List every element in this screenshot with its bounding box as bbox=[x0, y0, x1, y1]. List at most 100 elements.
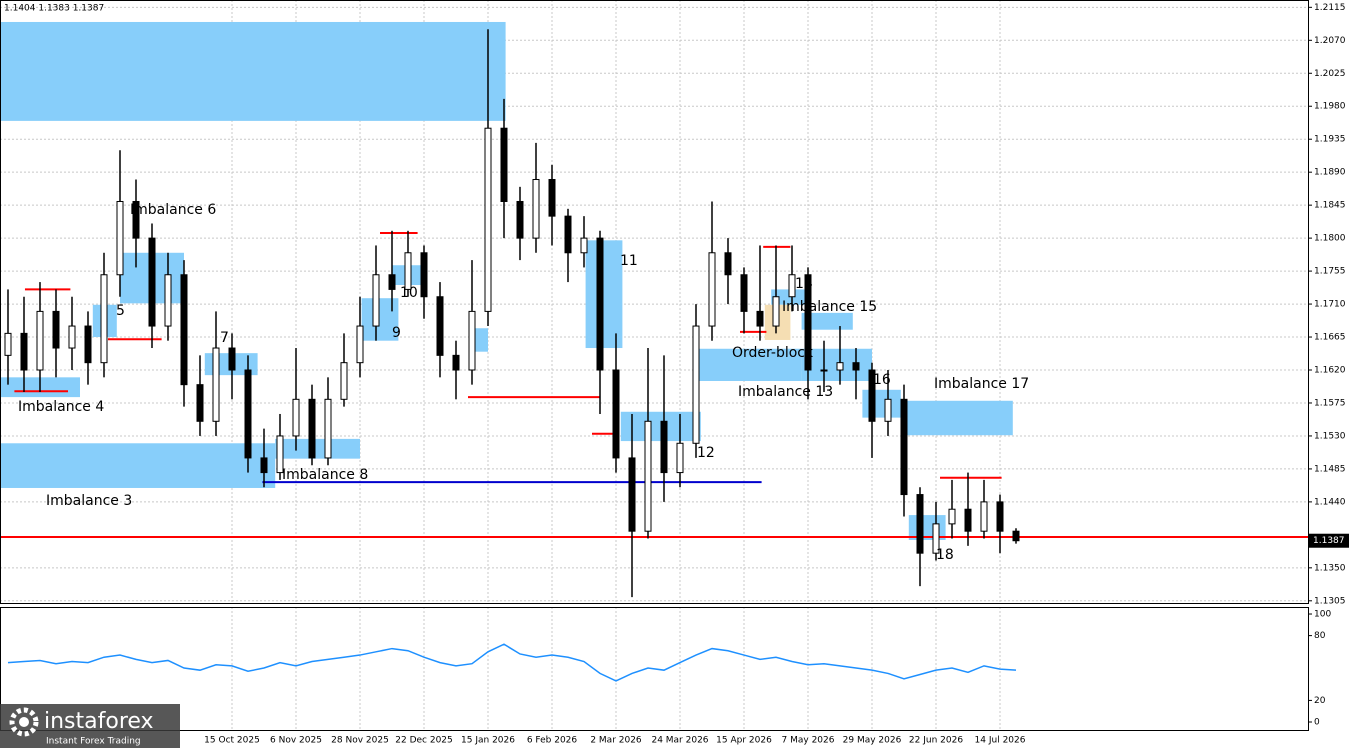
candle-body bbox=[884, 398, 892, 422]
indicator-line bbox=[7, 643, 1017, 682]
y-tick-label: 1.1575 bbox=[1314, 398, 1346, 408]
candle-body bbox=[852, 362, 860, 371]
y-tick-label: 1.1485 bbox=[1314, 464, 1346, 474]
candle-body bbox=[900, 398, 908, 496]
zone bbox=[585, 240, 623, 349]
y-tick-label: 1.1350 bbox=[1314, 563, 1346, 573]
candle-body bbox=[420, 252, 428, 298]
candle-body bbox=[932, 523, 940, 554]
candle-body bbox=[4, 332, 12, 356]
candle-body bbox=[532, 179, 540, 239]
y-tick-label: 1.1890 bbox=[1314, 168, 1346, 178]
x-tick-label: 24 Mar 2026 bbox=[651, 736, 708, 746]
candle-body bbox=[548, 179, 556, 217]
candle-body bbox=[1012, 530, 1020, 542]
candle-body bbox=[692, 325, 700, 444]
y-tick-label: 1.2070 bbox=[1314, 36, 1346, 46]
price-tag: 1.1387 bbox=[1313, 536, 1345, 546]
candle-body bbox=[724, 252, 732, 276]
candle-body bbox=[612, 369, 620, 459]
zone bbox=[771, 289, 805, 305]
y-tick-label: 1.2115 bbox=[1314, 3, 1346, 13]
candle-body bbox=[436, 296, 444, 356]
candle-body bbox=[708, 252, 716, 327]
zone-label: 5 bbox=[116, 303, 125, 319]
ohlc-header: 1.1404 1.1383 1.1387 bbox=[4, 4, 104, 14]
candle-body bbox=[276, 435, 284, 474]
candle-body bbox=[564, 215, 572, 254]
candle-body bbox=[148, 237, 156, 327]
x-tick-label: 15 Apr 2026 bbox=[716, 736, 772, 746]
zone-label: Imbalance 8 bbox=[282, 467, 368, 483]
candle-body bbox=[20, 332, 28, 371]
candle-body bbox=[820, 369, 828, 372]
watermark-tagline: Instant Forex Trading bbox=[46, 737, 141, 747]
y-tick-label: 1.2025 bbox=[1314, 69, 1346, 79]
watermark-bg bbox=[0, 704, 180, 748]
candle-body bbox=[980, 501, 988, 532]
candle-body bbox=[404, 252, 412, 290]
candle-body bbox=[84, 325, 92, 364]
zone bbox=[0, 443, 276, 488]
zone bbox=[900, 400, 1013, 436]
x-tick-label: 14 Jul 2026 bbox=[975, 736, 1026, 746]
candle-body bbox=[36, 310, 44, 371]
x-tick-label: 29 May 2026 bbox=[843, 736, 902, 746]
zone bbox=[696, 348, 802, 381]
candle-body bbox=[452, 354, 460, 371]
y-tick-label: 1.1710 bbox=[1314, 300, 1346, 310]
x-tick-label: 2 Mar 2026 bbox=[590, 736, 642, 746]
zone-label: 11 bbox=[620, 253, 638, 269]
zone-label: 9 bbox=[392, 325, 401, 341]
zone-label: Imbalance 13 bbox=[738, 384, 833, 400]
indicator-tick-label: 80 bbox=[1314, 631, 1326, 641]
zone-label: Imbalance 15 bbox=[782, 299, 877, 315]
candle-body bbox=[180, 274, 188, 386]
candle-body bbox=[356, 325, 364, 364]
y-tick-label: 1.1845 bbox=[1314, 201, 1346, 211]
zone-label: Order-block bbox=[732, 345, 814, 361]
candle-body bbox=[196, 384, 204, 422]
candle-body bbox=[308, 398, 316, 459]
zone bbox=[0, 21, 506, 121]
x-tick-label: 22 Jun 2026 bbox=[909, 736, 963, 746]
candle-body bbox=[948, 508, 956, 525]
zone-label: 18 bbox=[936, 547, 954, 563]
watermark: instaforex Instant Forex Trading bbox=[0, 704, 180, 748]
y-tick-label: 1.1755 bbox=[1314, 267, 1346, 277]
watermark-brand: instaforex bbox=[44, 709, 154, 734]
candle-body bbox=[340, 362, 348, 400]
candle-body bbox=[740, 274, 748, 312]
zone-label: 14 bbox=[795, 276, 813, 292]
zone bbox=[862, 389, 901, 418]
zone-label: 12 bbox=[697, 445, 715, 461]
candles bbox=[4, 29, 1020, 598]
candle-body bbox=[500, 127, 508, 202]
y-tick-label: 1.1800 bbox=[1314, 234, 1346, 244]
candle-body bbox=[100, 274, 108, 364]
candle-body bbox=[52, 310, 60, 349]
candle-body bbox=[388, 274, 396, 290]
indicator-frame bbox=[0, 607, 1309, 731]
indicator-tick-label: 20 bbox=[1314, 696, 1326, 706]
candle-body bbox=[484, 127, 492, 312]
zone bbox=[275, 438, 360, 459]
x-tick-label: 15 Oct 2025 bbox=[204, 736, 260, 746]
candle-body bbox=[996, 501, 1004, 532]
y-tick-label: 1.1620 bbox=[1314, 366, 1346, 376]
y-tick-label: 1.1305 bbox=[1314, 596, 1346, 606]
watermark-gear-hub bbox=[19, 717, 29, 727]
zone-label: Imbalance 17 bbox=[934, 376, 1029, 392]
zone bbox=[801, 312, 853, 330]
x-tick-label: 6 Feb 2026 bbox=[527, 736, 578, 746]
candle-body bbox=[660, 420, 668, 474]
x-tick-label: 15 Jan 2026 bbox=[461, 736, 515, 746]
candle-body bbox=[596, 237, 604, 371]
x-tick-label: 28 Nov 2025 bbox=[331, 736, 389, 746]
candle-body bbox=[756, 310, 764, 327]
candle-body bbox=[116, 200, 124, 276]
watermark-gear bbox=[9, 707, 39, 737]
candle-body bbox=[628, 457, 636, 532]
y-tick-label: 1.1980 bbox=[1314, 102, 1346, 112]
